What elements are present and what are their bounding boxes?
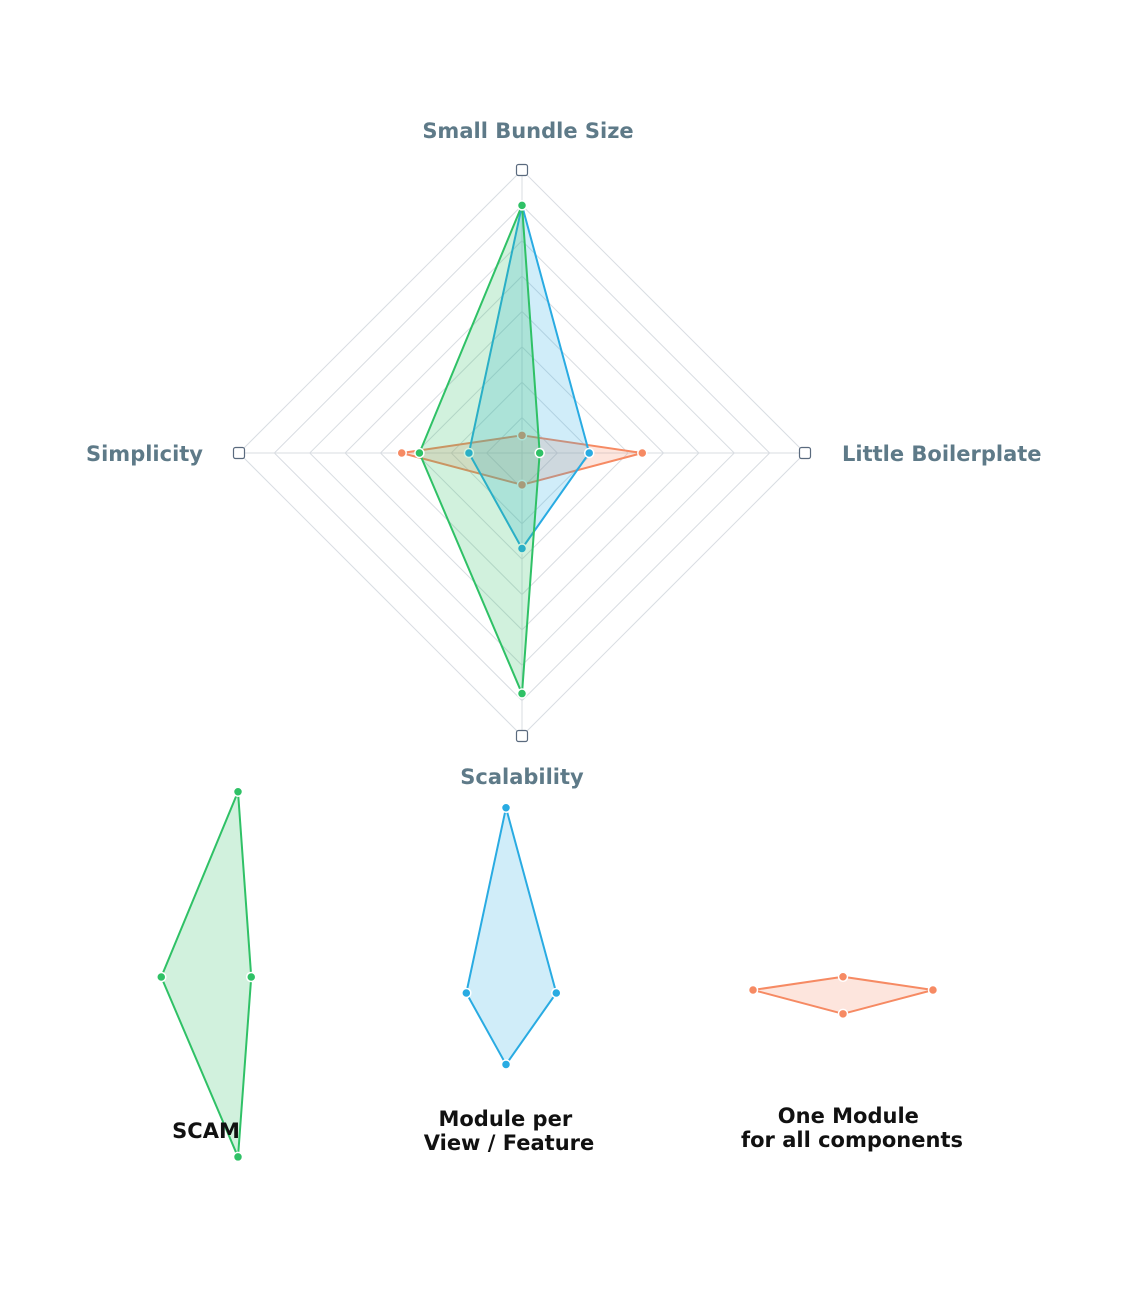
legend-label-one-module-for-all-components: One Module for all components bbox=[741, 1104, 963, 1152]
legend-point-module-per-view-feature-small-bundle-size bbox=[500, 802, 512, 814]
legend-point-scam-scalability bbox=[232, 1151, 244, 1163]
legend-label-scam: SCAM bbox=[172, 1119, 240, 1143]
legend-shape-module-per-view-feature bbox=[461, 802, 562, 1070]
legend-point-scam-simplicity bbox=[156, 971, 167, 983]
axis-label-scalability: Scalability bbox=[460, 765, 584, 789]
point-scam-scalability[interactable] bbox=[516, 688, 528, 699]
legend-item-scam[interactable]: SCAM bbox=[156, 786, 257, 1163]
legend-label-module-per-view-feature: Module per View / Feature bbox=[424, 1107, 595, 1155]
point-module-per-view-feature-simplicity[interactable] bbox=[463, 447, 475, 459]
legend-point-scam-small-bundle-size bbox=[232, 786, 244, 798]
axis-marker-little-boilerplate bbox=[798, 446, 812, 460]
legend-item-module-per-view-feature[interactable]: Module per View / Feature bbox=[424, 802, 595, 1155]
legend-shape-scam bbox=[156, 786, 257, 1163]
axis-marker-simplicity bbox=[232, 446, 246, 460]
radar-series bbox=[396, 200, 648, 699]
legend: SCAM Module per View / Feature One Modul… bbox=[156, 786, 963, 1163]
point-one-module-for-all-components-scalability[interactable] bbox=[516, 479, 528, 491]
point-one-module-for-all-components-little-boilerplate[interactable] bbox=[637, 447, 648, 459]
legend-point-scam-little-boilerplate bbox=[245, 971, 257, 983]
axis-label-simplicity: Simplicity bbox=[86, 442, 203, 466]
radar-grid bbox=[238, 169, 806, 737]
series-one-module-for-all-components bbox=[396, 430, 648, 491]
point-one-module-for-all-components-simplicity[interactable] bbox=[396, 447, 407, 459]
point-scam-little-boilerplate[interactable] bbox=[534, 447, 545, 459]
legend-point-one-module-for-all-components-simplicity bbox=[747, 984, 759, 996]
axis-marker-scalability bbox=[515, 729, 529, 743]
axis-label-small-bundle-size: Small Bundle Size bbox=[422, 119, 633, 143]
legend-point-module-per-view-feature-scalability bbox=[500, 1059, 512, 1070]
point-scam-simplicity[interactable] bbox=[414, 447, 425, 459]
legend-point-one-module-for-all-components-scalability bbox=[837, 1008, 849, 1020]
axis-label-little-boilerplate: Little Boilerplate bbox=[842, 442, 1042, 466]
legend-point-one-module-for-all-components-little-boilerplate bbox=[927, 984, 939, 996]
legend-area-module-per-view-feature bbox=[465, 806, 558, 1066]
point-module-per-view-feature-little-boilerplate[interactable] bbox=[583, 447, 595, 459]
legend-point-one-module-for-all-components-small-bundle-size bbox=[837, 971, 849, 983]
point-one-module-for-all-components-small-bundle-size[interactable] bbox=[516, 430, 528, 441]
series-scam bbox=[414, 200, 545, 699]
legend-point-module-per-view-feature-simplicity bbox=[461, 987, 472, 999]
legend-point-module-per-view-feature-little-boilerplate bbox=[551, 987, 562, 999]
point-scam-small-bundle-size[interactable] bbox=[516, 200, 528, 211]
legend-area-one-module-for-all-components bbox=[752, 975, 934, 1015]
legend-shape-one-module-for-all-components bbox=[747, 971, 939, 1020]
axis-marker-small-bundle-size bbox=[515, 163, 529, 177]
series-area-scam bbox=[418, 204, 541, 695]
legend-item-one-module-for-all-components[interactable]: One Module for all components bbox=[741, 971, 963, 1152]
point-module-per-view-feature-scalability[interactable] bbox=[516, 543, 528, 554]
legend-area-scam bbox=[160, 790, 253, 1158]
axis-markers bbox=[232, 163, 812, 743]
